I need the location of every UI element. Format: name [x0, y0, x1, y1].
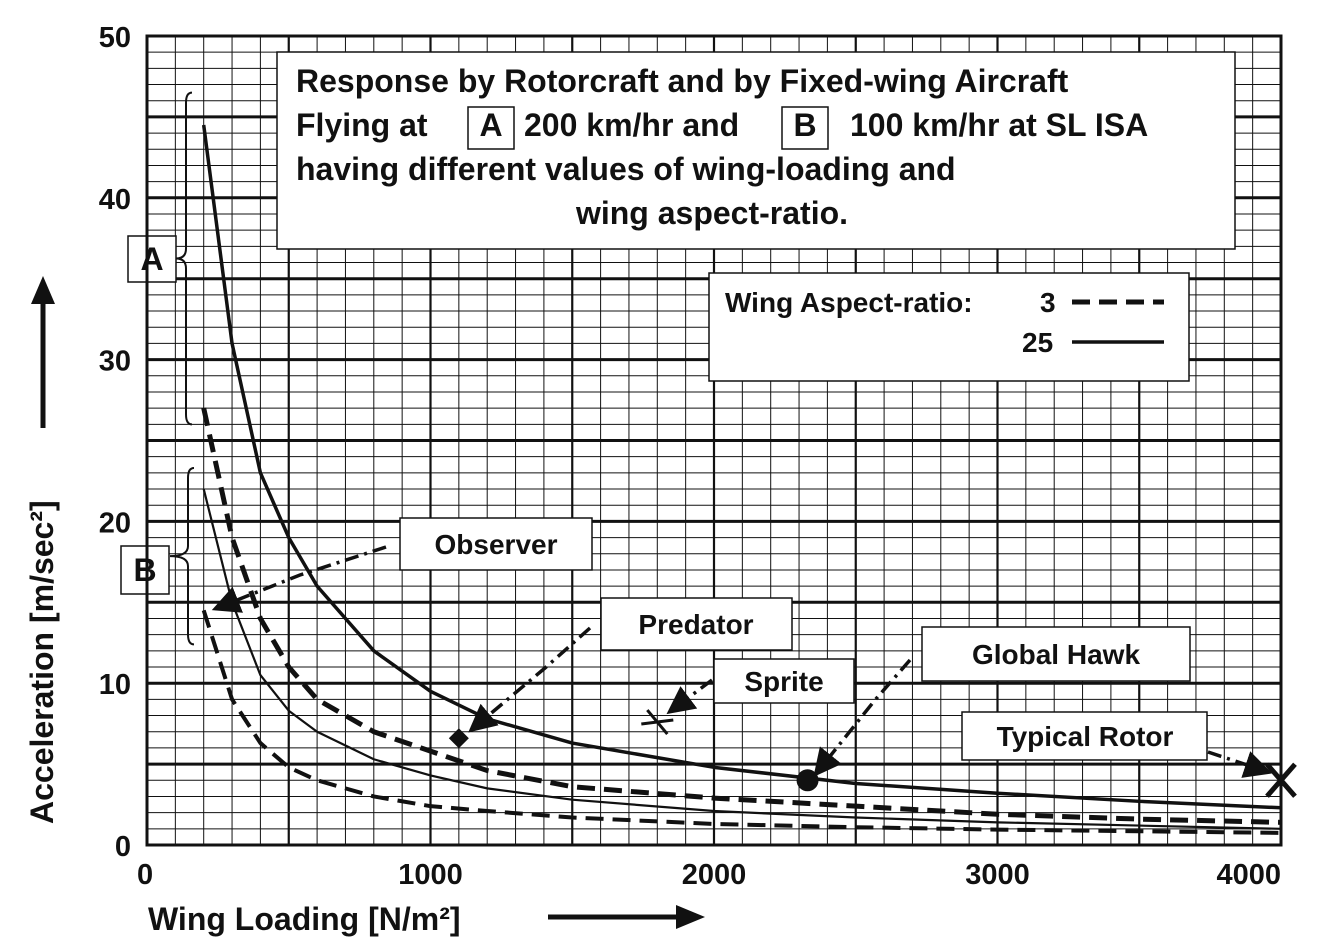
- x-tick-label: 2000: [682, 859, 747, 891]
- legend-label-ar25: 25: [1022, 327, 1053, 358]
- group-label-b: B: [120, 545, 170, 595]
- group-label-a: A: [127, 235, 177, 283]
- y-axis-label: Acceleration [m/sec²]: [24, 500, 60, 824]
- title-line-1: Response by Rotorcraft and by Fixed-wing…: [296, 63, 1069, 99]
- y-tick-label: 0: [115, 831, 131, 863]
- annotation-global-hawk-text: Global Hawk: [972, 639, 1140, 670]
- annotation-predator-text: Predator: [638, 609, 753, 640]
- brace-b: [169, 467, 195, 646]
- leader-sprite: [666, 678, 714, 715]
- title-line-3: having different values of wing-loading …: [296, 151, 956, 187]
- title-line-2-mid: 200 km/hr and: [524, 107, 739, 143]
- y-tick-label: 10: [99, 669, 131, 701]
- marker-sprite: [641, 709, 674, 735]
- y-tick-label: 20: [99, 507, 131, 539]
- title-line-2-post: 100 km/hr at SL ISA: [850, 107, 1148, 143]
- x-tick-label: 0: [137, 859, 153, 891]
- series-a-ar25-line: [201, 124, 1282, 810]
- x-axis-title: Wing Loading [N/m²]: [148, 901, 705, 937]
- series-b-ar3-line: [201, 609, 1282, 835]
- title-box-b-label: B: [793, 107, 816, 143]
- group-braces: [169, 91, 195, 646]
- annotation-predator: Predator: [600, 597, 793, 651]
- leader-typical-rotor: [1207, 750, 1273, 778]
- leader-observer: [211, 545, 387, 613]
- y-axis-title: Acceleration [m/sec²]: [24, 276, 60, 824]
- annotation-leaders: [211, 545, 1273, 778]
- x-axis-arrow-icon: [676, 905, 705, 929]
- annotation-observer: Observer: [399, 517, 593, 571]
- y-tick-label: 50: [99, 22, 131, 54]
- plot-frame: [145, 34, 1283, 847]
- group-b-text: B: [133, 552, 156, 588]
- legend-title: Wing Aspect-ratio:: [725, 287, 973, 318]
- y-tick-label: 40: [99, 184, 131, 216]
- title-box: Response by Rotorcraft and by Fixed-wing…: [276, 51, 1236, 250]
- leader-global-hawk: [813, 658, 912, 778]
- leader-predator: [468, 626, 592, 733]
- title-line-2-pre: Flying at: [296, 107, 428, 143]
- annotation-sprite: Sprite: [713, 658, 855, 704]
- series-lines: [201, 124, 1282, 835]
- title-box-b-frame: [781, 106, 829, 150]
- x-tick-label: 1000: [398, 859, 463, 891]
- annotation-typical-rotor-text: Typical Rotor: [997, 721, 1174, 752]
- annotation-sprite-text: Sprite: [744, 666, 823, 697]
- title-box-a-label: A: [479, 107, 502, 143]
- x-tick-label: 3000: [965, 859, 1030, 891]
- legend-label-ar3: 3: [1040, 287, 1056, 318]
- annotation-observer-text: Observer: [435, 529, 558, 560]
- marker-predator: [448, 728, 469, 749]
- y-tick-label: 30: [99, 346, 131, 378]
- annotation-global-hawk: Global Hawk: [921, 626, 1191, 682]
- group-a-text: A: [140, 241, 163, 277]
- legend: Wing Aspect-ratio: 3 25: [708, 272, 1190, 382]
- y-axis-arrow-icon: [31, 276, 55, 304]
- marker-global-hawk: [796, 769, 819, 792]
- annotation-typical-rotor: Typical Rotor: [961, 711, 1208, 761]
- x-tick-label: 4000: [1216, 859, 1281, 891]
- series-b-ar25-line: [202, 488, 1282, 830]
- x-axis-label: Wing Loading [N/m²]: [148, 901, 461, 937]
- tick-labels: 0 1000 2000 3000 4000 0 10 20 30 40 50: [99, 22, 1281, 891]
- title-line-4: wing aspect-ratio.: [575, 195, 848, 231]
- series-a-ar3-line: [201, 407, 1282, 825]
- brace-a: [175, 91, 193, 426]
- title-box-a-frame: [467, 106, 515, 150]
